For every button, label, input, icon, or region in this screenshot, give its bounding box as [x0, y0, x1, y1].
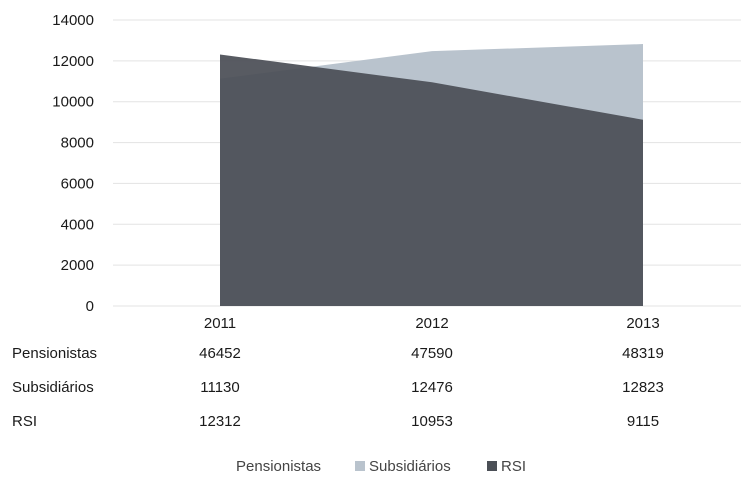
table-row-label: Subsidiários [12, 379, 94, 396]
y-tick-label: 6000 [61, 175, 94, 192]
legend-swatch [487, 461, 497, 471]
x-axis-labels: 2011 2012 2013 [204, 315, 660, 332]
table-cell: 48319 [622, 345, 664, 362]
y-tick-label: 8000 [61, 135, 94, 152]
table-row-label: RSI [12, 413, 37, 430]
y-tick-label: 4000 [61, 216, 94, 233]
data-table: Pensionistas 46452 47590 48319 Subsidiários 1… [12, 345, 664, 430]
legend: Pensionistas Subsidiários RSI [236, 458, 526, 475]
legend-label: RSI [501, 458, 526, 475]
table-cell: 9115 [627, 413, 659, 430]
table-cell: 46452 [199, 345, 241, 362]
legend-label: Subsidiários [369, 458, 451, 475]
y-axis: 0 2000 4000 6000 8000 10000 12000 14000 [52, 12, 94, 315]
y-tick-label: 14000 [52, 12, 94, 29]
x-tick-label: 2012 [415, 315, 448, 332]
y-tick-label: 0 [86, 298, 94, 315]
table-cell: 12823 [622, 379, 664, 396]
table-row-label: Pensionistas [12, 345, 97, 362]
x-tick-label: 2011 [204, 315, 236, 332]
table-cell: 11130 [200, 379, 240, 396]
area-rsi [220, 54, 643, 306]
legend-label: Pensionistas [236, 458, 321, 475]
legend-swatch [355, 461, 365, 471]
table-cell: 12476 [411, 379, 453, 396]
y-tick-label: 12000 [52, 53, 94, 70]
y-tick-label: 10000 [52, 94, 94, 111]
x-tick-label: 2013 [626, 315, 659, 332]
table-cell: 10953 [411, 413, 453, 430]
chart-areas [220, 44, 643, 306]
table-cell: 47590 [411, 345, 453, 362]
table-cell: 12312 [199, 413, 241, 430]
y-tick-label: 2000 [61, 257, 94, 274]
